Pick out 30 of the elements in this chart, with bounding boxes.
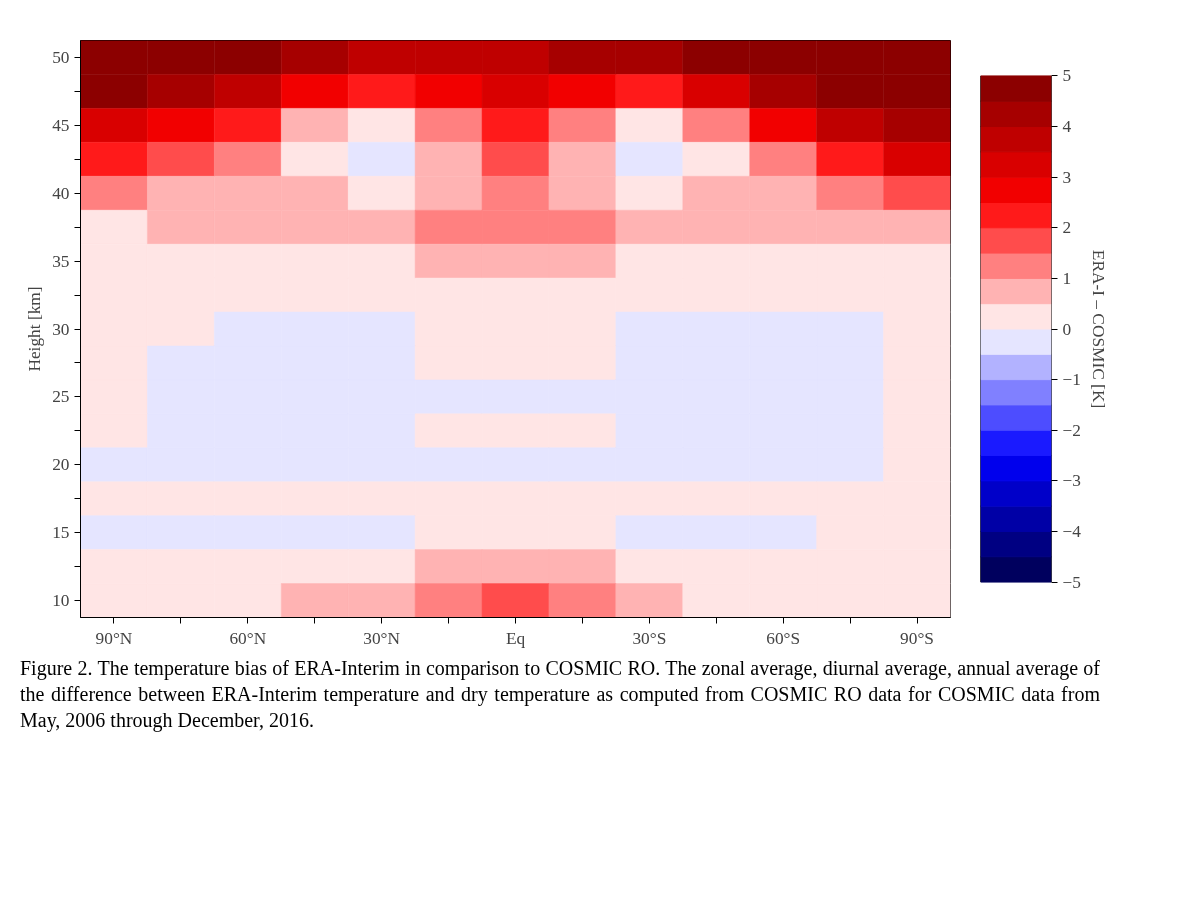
y-tick-label: 30 bbox=[52, 319, 70, 339]
color-bar-title: ERA-I – COSMIC [K] bbox=[1088, 249, 1108, 409]
y-tick-label: 40 bbox=[52, 183, 70, 203]
color-bar-label: −5 bbox=[1062, 572, 1081, 592]
y-tick-label: 15 bbox=[52, 523, 70, 543]
x-tick-label: 30°S bbox=[632, 628, 667, 648]
caption: Figure 2. The temperature bias of ERA-Interim in comparison to COSMIC RO. The zonal average, diurnal average, annual average of the difference between ERA-Interim temperature and dry temperature as computed from COSMIC RO data for COSMIC data from May, 2006 through December, 2016. bbox=[20, 656, 1100, 733]
color-bar-label: −1 bbox=[1062, 370, 1081, 390]
y-tick-label: 45 bbox=[52, 115, 70, 135]
x-tick-label: 30°N bbox=[363, 628, 401, 648]
color-bar-label: 5 bbox=[1062, 66, 1072, 86]
y-tick-label: 50 bbox=[52, 47, 70, 67]
x-tick-label: 60°N bbox=[229, 628, 267, 648]
color-bar-label: −3 bbox=[1062, 471, 1081, 491]
color-bar-label: 0 bbox=[1062, 319, 1072, 339]
y-tick-label: 35 bbox=[52, 251, 70, 271]
y-axis-title: Height [km] bbox=[25, 286, 45, 372]
y-tick-label: 20 bbox=[52, 455, 70, 475]
color-bar-label: 3 bbox=[1062, 167, 1072, 187]
x-tick-label: Eq bbox=[505, 628, 526, 648]
x-tick-label: 60°S bbox=[766, 628, 801, 648]
color-bar-label: 2 bbox=[1062, 218, 1072, 238]
x-tick-label: 90°N bbox=[95, 628, 133, 648]
color-bar-label: 1 bbox=[1062, 268, 1072, 288]
color-bar-label: 4 bbox=[1062, 117, 1072, 137]
y-tick-label: 10 bbox=[52, 591, 70, 611]
y-tick-label: 25 bbox=[52, 387, 70, 407]
x-tick-label: 90°S bbox=[900, 628, 934, 648]
color-bar-label: −4 bbox=[1062, 521, 1082, 541]
color-bar-label: −2 bbox=[1062, 420, 1081, 440]
